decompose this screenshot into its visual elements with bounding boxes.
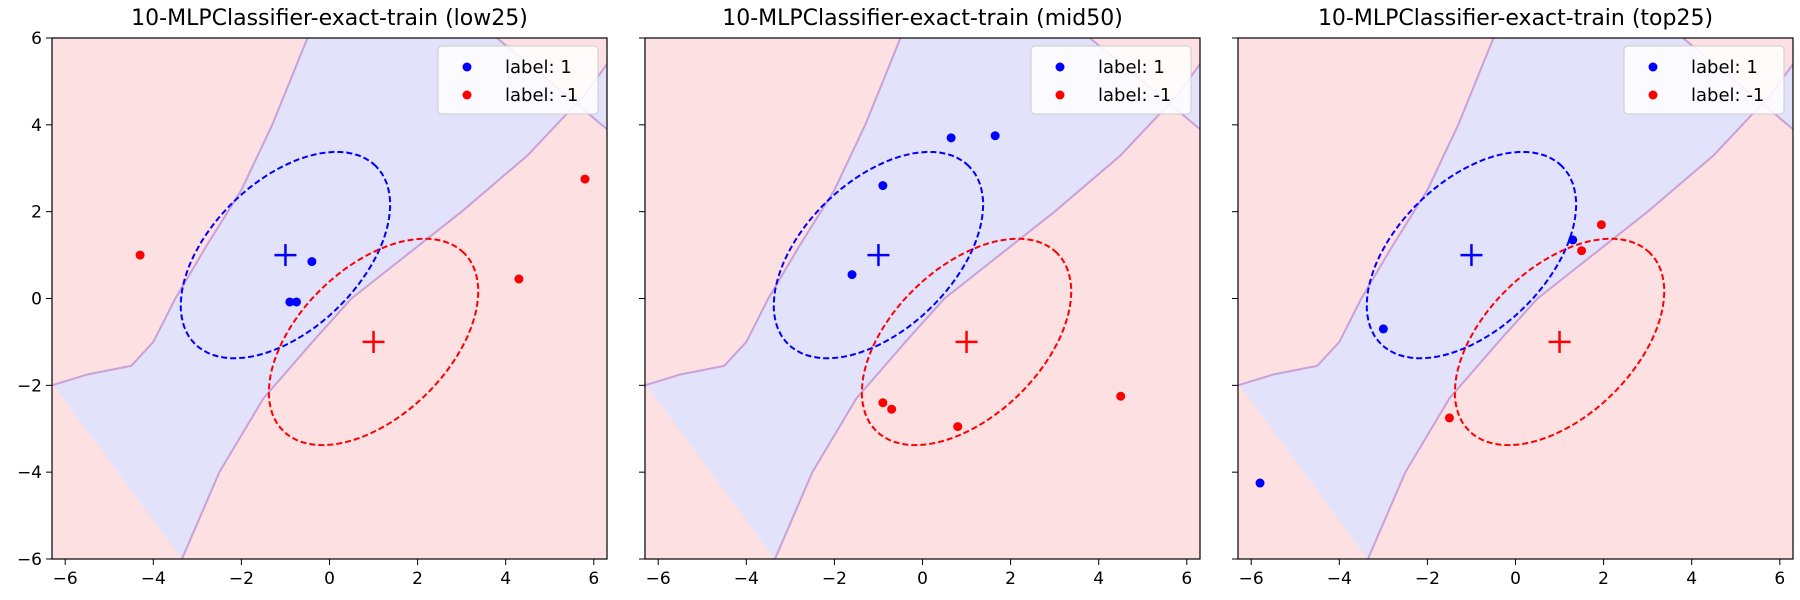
legend: label: 1 label: -1 <box>1030 45 1192 115</box>
decision-boundary-lower <box>1367 63 1793 559</box>
x-tick-label: 6 <box>588 569 599 589</box>
x-tick-label: 6 <box>1181 569 1192 589</box>
x-tick-label: 2 <box>412 569 423 589</box>
x-tick-label: −6 <box>1239 569 1264 589</box>
y-tick-label: −6 <box>17 550 42 570</box>
legend-marker <box>1648 90 1658 100</box>
x-tick-label: −4 <box>141 569 166 589</box>
x-tick-label: −2 <box>1415 569 1440 589</box>
legend-marker <box>1055 90 1065 100</box>
x-tick-label: −4 <box>734 569 759 589</box>
chart-title: 10-MLPClassifier-exact-train (mid50) <box>722 6 1123 31</box>
legend-marker <box>1648 62 1658 72</box>
data-point <box>514 274 524 284</box>
y-tick-label: 6 <box>31 29 42 49</box>
data-point <box>1116 391 1126 401</box>
x-tick-label: −6 <box>53 569 78 589</box>
x-tick-label: −6 <box>646 569 671 589</box>
positive-region <box>1238 38 1793 559</box>
legend-box <box>1623 45 1785 115</box>
x-tick-label: 6 <box>1774 569 1785 589</box>
data-point <box>878 181 888 191</box>
data-point <box>1568 235 1578 245</box>
x-tick-label: 4 <box>1093 569 1104 589</box>
x-tick-label: −4 <box>1327 569 1352 589</box>
data-point <box>1596 220 1606 230</box>
x-tick-label: 4 <box>500 569 511 589</box>
x-tick-label: −2 <box>822 569 847 589</box>
legend: label: 1 label: -1 <box>1623 45 1785 115</box>
x-tick-label: 0 <box>1510 569 1521 589</box>
decision-boundary-upper <box>52 38 309 387</box>
legend-marker <box>1055 62 1065 72</box>
data-point <box>307 257 317 267</box>
y-tick-label: 0 <box>31 290 42 310</box>
data-point <box>1577 246 1587 256</box>
positive-region <box>645 38 1200 559</box>
y-tick-label: −4 <box>17 463 42 483</box>
legend-box <box>437 45 599 115</box>
data-point <box>953 422 963 432</box>
legend-label: label: 1 <box>1098 57 1165 78</box>
decision-boundary-lower <box>774 63 1200 559</box>
x-tick-label: 2 <box>1005 569 1016 589</box>
x-tick-label: 0 <box>917 569 928 589</box>
decision-boundary-lower <box>181 63 607 559</box>
data-point <box>1378 324 1388 334</box>
legend-marker <box>462 90 472 100</box>
data-point <box>285 297 295 307</box>
data-point <box>847 270 857 280</box>
y-tick-label: −2 <box>17 376 42 396</box>
data-point <box>946 133 956 143</box>
data-point <box>291 297 301 307</box>
data-point <box>1444 413 1454 423</box>
data-point <box>135 250 145 260</box>
legend-label: label: -1 <box>1098 85 1171 106</box>
chart-title: 10-MLPClassifier-exact-train (top25) <box>1318 6 1713 31</box>
plot-area <box>1238 38 1793 559</box>
decision-boundary-upper <box>1238 38 1495 387</box>
data-point <box>1255 478 1265 488</box>
x-tick-label: 4 <box>1686 569 1697 589</box>
x-tick-label: 0 <box>324 569 335 589</box>
plot-area <box>645 38 1200 559</box>
data-point <box>878 398 888 408</box>
data-point <box>887 404 897 414</box>
subplot-3: −6 −4 −2 0 2 4 6 10-MLPClassifier-exact-train (… <box>1232 6 1794 589</box>
x-tick-label: −2 <box>229 569 254 589</box>
legend-label: label: -1 <box>505 85 578 106</box>
legend: label: 1 label: -1 <box>437 45 599 115</box>
chart-title: 10-MLPClassifier-exact-train (low25) <box>131 6 528 31</box>
y-tick-label: 4 <box>31 116 42 136</box>
legend-label: label: 1 <box>1691 57 1758 78</box>
subplot-1: −6 −4 −2 0 2 4 6 −6 −4 −2 0 2 4 6 10-MLPClassifier-exa… <box>17 6 608 589</box>
legend-label: label: -1 <box>1691 85 1764 106</box>
subplot-2: −6 −4 −2 0 2 4 6 10-MLPClassifier-exact-train (… <box>639 6 1201 589</box>
plot-area <box>52 38 607 559</box>
x-tick-label: 2 <box>1598 569 1609 589</box>
legend-box <box>1030 45 1192 115</box>
data-point <box>990 131 1000 141</box>
positive-region <box>52 38 607 559</box>
legend-label: label: 1 <box>505 57 572 78</box>
legend-marker <box>462 62 472 72</box>
decision-boundary-upper <box>645 38 902 387</box>
data-point <box>580 174 590 184</box>
y-tick-label: 2 <box>31 203 42 223</box>
